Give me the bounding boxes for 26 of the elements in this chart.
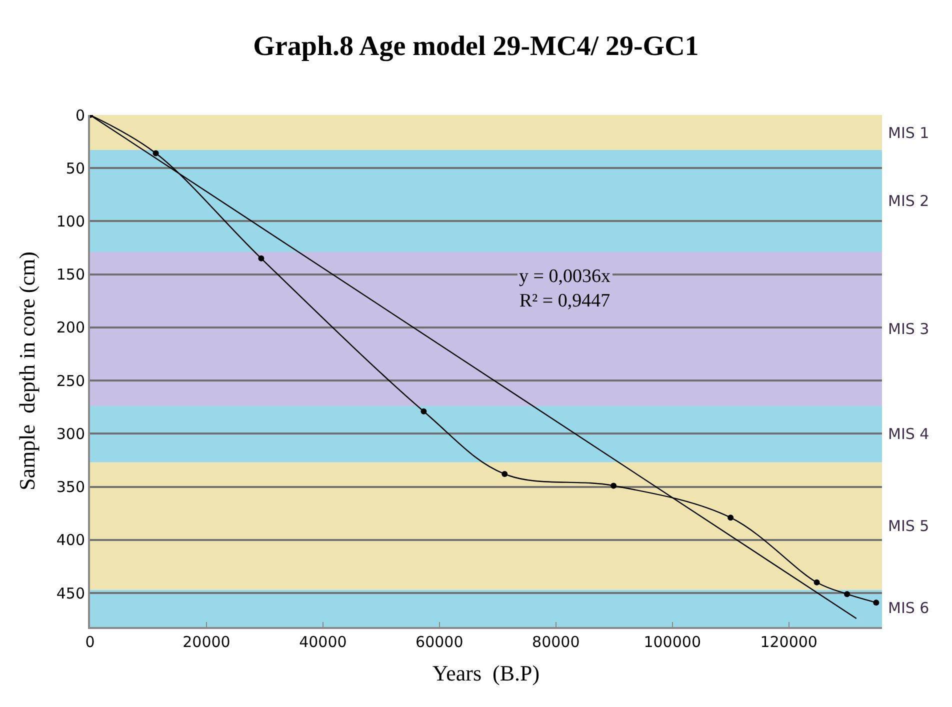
band-label: MIS 3	[888, 320, 930, 338]
x-tick-label: 20000	[182, 633, 230, 651]
y-tick-label: 200	[56, 318, 85, 337]
y-tick-label: 150	[56, 266, 85, 284]
y-tick-label: 250	[56, 372, 85, 390]
y-tick-label: 450	[56, 584, 85, 602]
annotation: y = 0,0036x R² = 0,9447	[519, 266, 611, 312]
y-tick-label: 300	[56, 424, 85, 443]
band-label: MIS 6	[888, 599, 930, 617]
band-label: MIS 2	[888, 192, 930, 210]
y-tick-label: 100	[56, 212, 85, 230]
x-tick-label: 120000	[760, 633, 818, 651]
band-label: MIS 4	[888, 425, 930, 443]
band-label: MIS 1	[888, 124, 930, 142]
y-tick-label: 400	[56, 531, 85, 550]
chart-title: Graph.8 Age model 29-MC4/ 29-GC1	[253, 30, 699, 62]
band-label: MIS 5	[888, 517, 930, 535]
y-tick-label: 0	[75, 106, 85, 124]
x-tick-label: 40000	[299, 633, 347, 651]
y-tick-label: 50	[66, 159, 85, 178]
x-axis-title: Years (B.P)	[432, 660, 540, 686]
x-tick-label: 60000	[416, 633, 464, 651]
y-tick-label: 350	[56, 478, 85, 496]
y-axis-title: Sample depth in core (cm)	[14, 252, 40, 490]
x-tick-label: 80000	[532, 633, 580, 651]
x-tick-label: 100000	[644, 633, 701, 651]
